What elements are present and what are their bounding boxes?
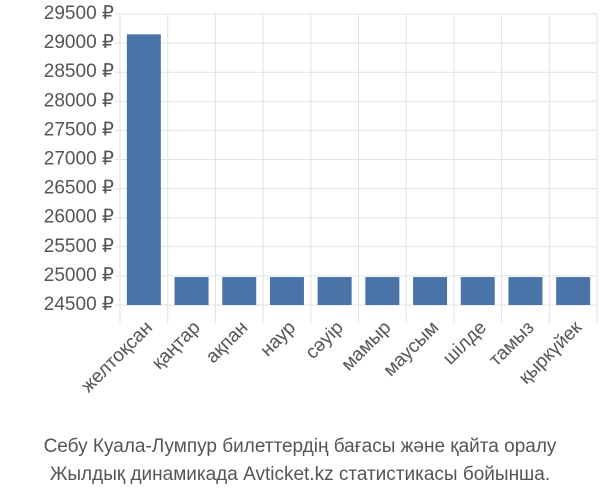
caption: Жылдық динамикада Avticket.kz статистика… (50, 464, 550, 485)
y-tick-label: 29500 ₽ (44, 3, 114, 24)
x-tick-label: қаңтар (148, 317, 205, 374)
y-tick-label: 29000 ₽ (44, 32, 114, 53)
y-tick-label: 27000 ₽ (44, 149, 114, 170)
bar (126, 34, 161, 306)
bar (556, 277, 591, 305)
y-tick-label: 26000 ₽ (44, 207, 114, 228)
y-tick-label: 24500 ₽ (44, 294, 114, 315)
bar (365, 277, 400, 305)
bar (269, 277, 304, 305)
x-tick-label: наур (256, 317, 300, 361)
bar (222, 277, 257, 305)
bar (413, 277, 448, 305)
y-tick-label: 25500 ₽ (44, 236, 114, 257)
bar (508, 277, 543, 305)
x-tick-label: шілде (439, 317, 491, 369)
x-tick-label: желтоқсан (77, 317, 157, 397)
bar (460, 277, 495, 305)
x-tick-label: ақпан (202, 317, 252, 367)
caption: Себу Куала-Лумпур билеттердің бағасы жән… (44, 436, 557, 457)
y-tick-label: 28000 ₽ (44, 90, 114, 111)
y-tick-label: 27500 ₽ (44, 119, 114, 140)
bar (317, 277, 352, 305)
bar (174, 277, 209, 305)
y-tick-label: 25000 ₽ (44, 265, 114, 286)
y-tick-label: 26500 ₽ (44, 178, 114, 199)
y-tick-label: 28500 ₽ (44, 61, 114, 82)
